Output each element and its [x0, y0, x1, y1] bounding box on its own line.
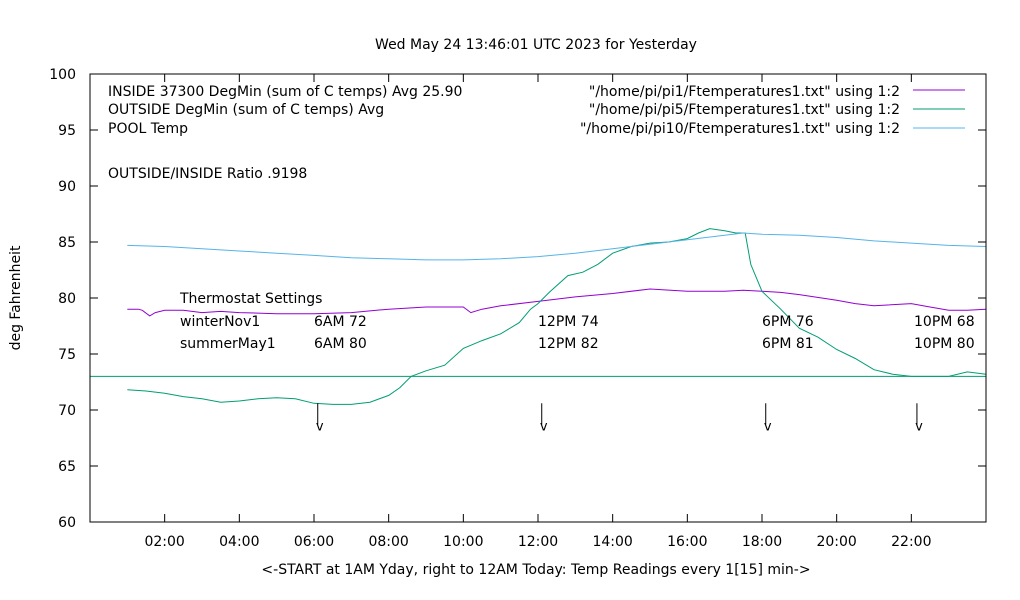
legend-label-inside: INSIDE 37300 DegMin (sum of C temps) Avg…: [108, 84, 462, 100]
chart-title: Wed May 24 13:46:01 UTC 2023 for Yesterd…: [375, 37, 697, 53]
axis-ticks: 60 65 70 75 80 85 90 95 100 02:00 04:00 06:00 08:00 1…: [49, 67, 986, 550]
y-tick-label: 90: [58, 179, 76, 195]
thermostat-summer-10pm: 10PM 80: [914, 336, 975, 352]
legend-label-outside: OUTSIDE DegMin (sum of C temps) Avg: [108, 102, 384, 118]
y-tick-label: 85: [58, 235, 76, 251]
y-tick-label: 80: [58, 291, 76, 307]
marker-arrow: v: [540, 420, 548, 435]
series-lines: [90, 228, 987, 405]
thermostat-row-winter-name: winterNov1: [180, 314, 260, 330]
y-tick-label: 75: [58, 347, 76, 363]
x-tick-label: 22:00: [891, 534, 931, 550]
x-tick-label: 02:00: [144, 534, 184, 550]
x-axis-label: <-START at 1AM Yday, right to 12AM Today…: [261, 562, 810, 578]
x-tick-label: 16:00: [667, 534, 707, 550]
y-axis-label: deg Fahrenheit: [8, 245, 24, 350]
ratio-annotation: OUTSIDE/INSIDE Ratio .9198: [108, 166, 307, 182]
x-tick-label: 08:00: [368, 534, 408, 550]
thermostat-winter-10pm: 10PM 68: [914, 314, 975, 330]
outside-temp-line: [127, 228, 987, 405]
thermostat-table: Thermostat Settings winterNov1 6AM 72 12…: [179, 291, 975, 352]
x-tick-label: 20:00: [816, 534, 856, 550]
inside-temp-line: [127, 288, 987, 317]
y-tick-label: 65: [58, 459, 76, 475]
legend-file-outside: "/home/pi/pi5/Ftemperatures1.txt" using …: [589, 102, 900, 118]
x-tick-label: 10:00: [443, 534, 483, 550]
x-tick-label: 14:00: [592, 534, 632, 550]
y-tick-label: 70: [58, 403, 76, 419]
legend-file-pool: "/home/pi/pi10/Ftemperatures1.txt" using…: [580, 121, 900, 137]
legend-file-inside: "/home/pi/pi1/Ftemperatures1.txt" using …: [589, 84, 900, 100]
marker-arrow: v: [316, 420, 324, 435]
plot-frame: [89, 73, 987, 523]
thermostat-row-summer-name: summerMay1: [180, 336, 276, 352]
x-tick-label: 18:00: [742, 534, 782, 550]
x-tick-label: 04:00: [219, 534, 259, 550]
legend: INSIDE 37300 DegMin (sum of C temps) Avg…: [108, 84, 965, 137]
marker-arrow: v: [915, 420, 923, 435]
thermostat-winter-6pm: 6PM 76: [762, 314, 814, 330]
x-tick-label: 06:00: [294, 534, 334, 550]
thermostat-winter-6am: 6AM 72: [314, 314, 367, 330]
marker-arrow: v: [764, 420, 772, 435]
thermostat-title: Thermostat Settings: [179, 291, 322, 307]
y-tick-label: 100: [49, 67, 76, 83]
thermostat-winter-12pm: 12PM 74: [538, 314, 599, 330]
y-tick-label: 95: [58, 123, 76, 139]
thermostat-summer-6pm: 6PM 81: [762, 336, 814, 352]
pool-temp-line: [127, 232, 987, 261]
thermostat-summer-12pm: 12PM 82: [538, 336, 599, 352]
legend-label-pool: POOL Temp: [108, 121, 188, 137]
y-tick-label: 60: [58, 515, 76, 531]
x-tick-label: 12:00: [518, 534, 558, 550]
thermostat-summer-6am: 6AM 80: [314, 336, 367, 352]
